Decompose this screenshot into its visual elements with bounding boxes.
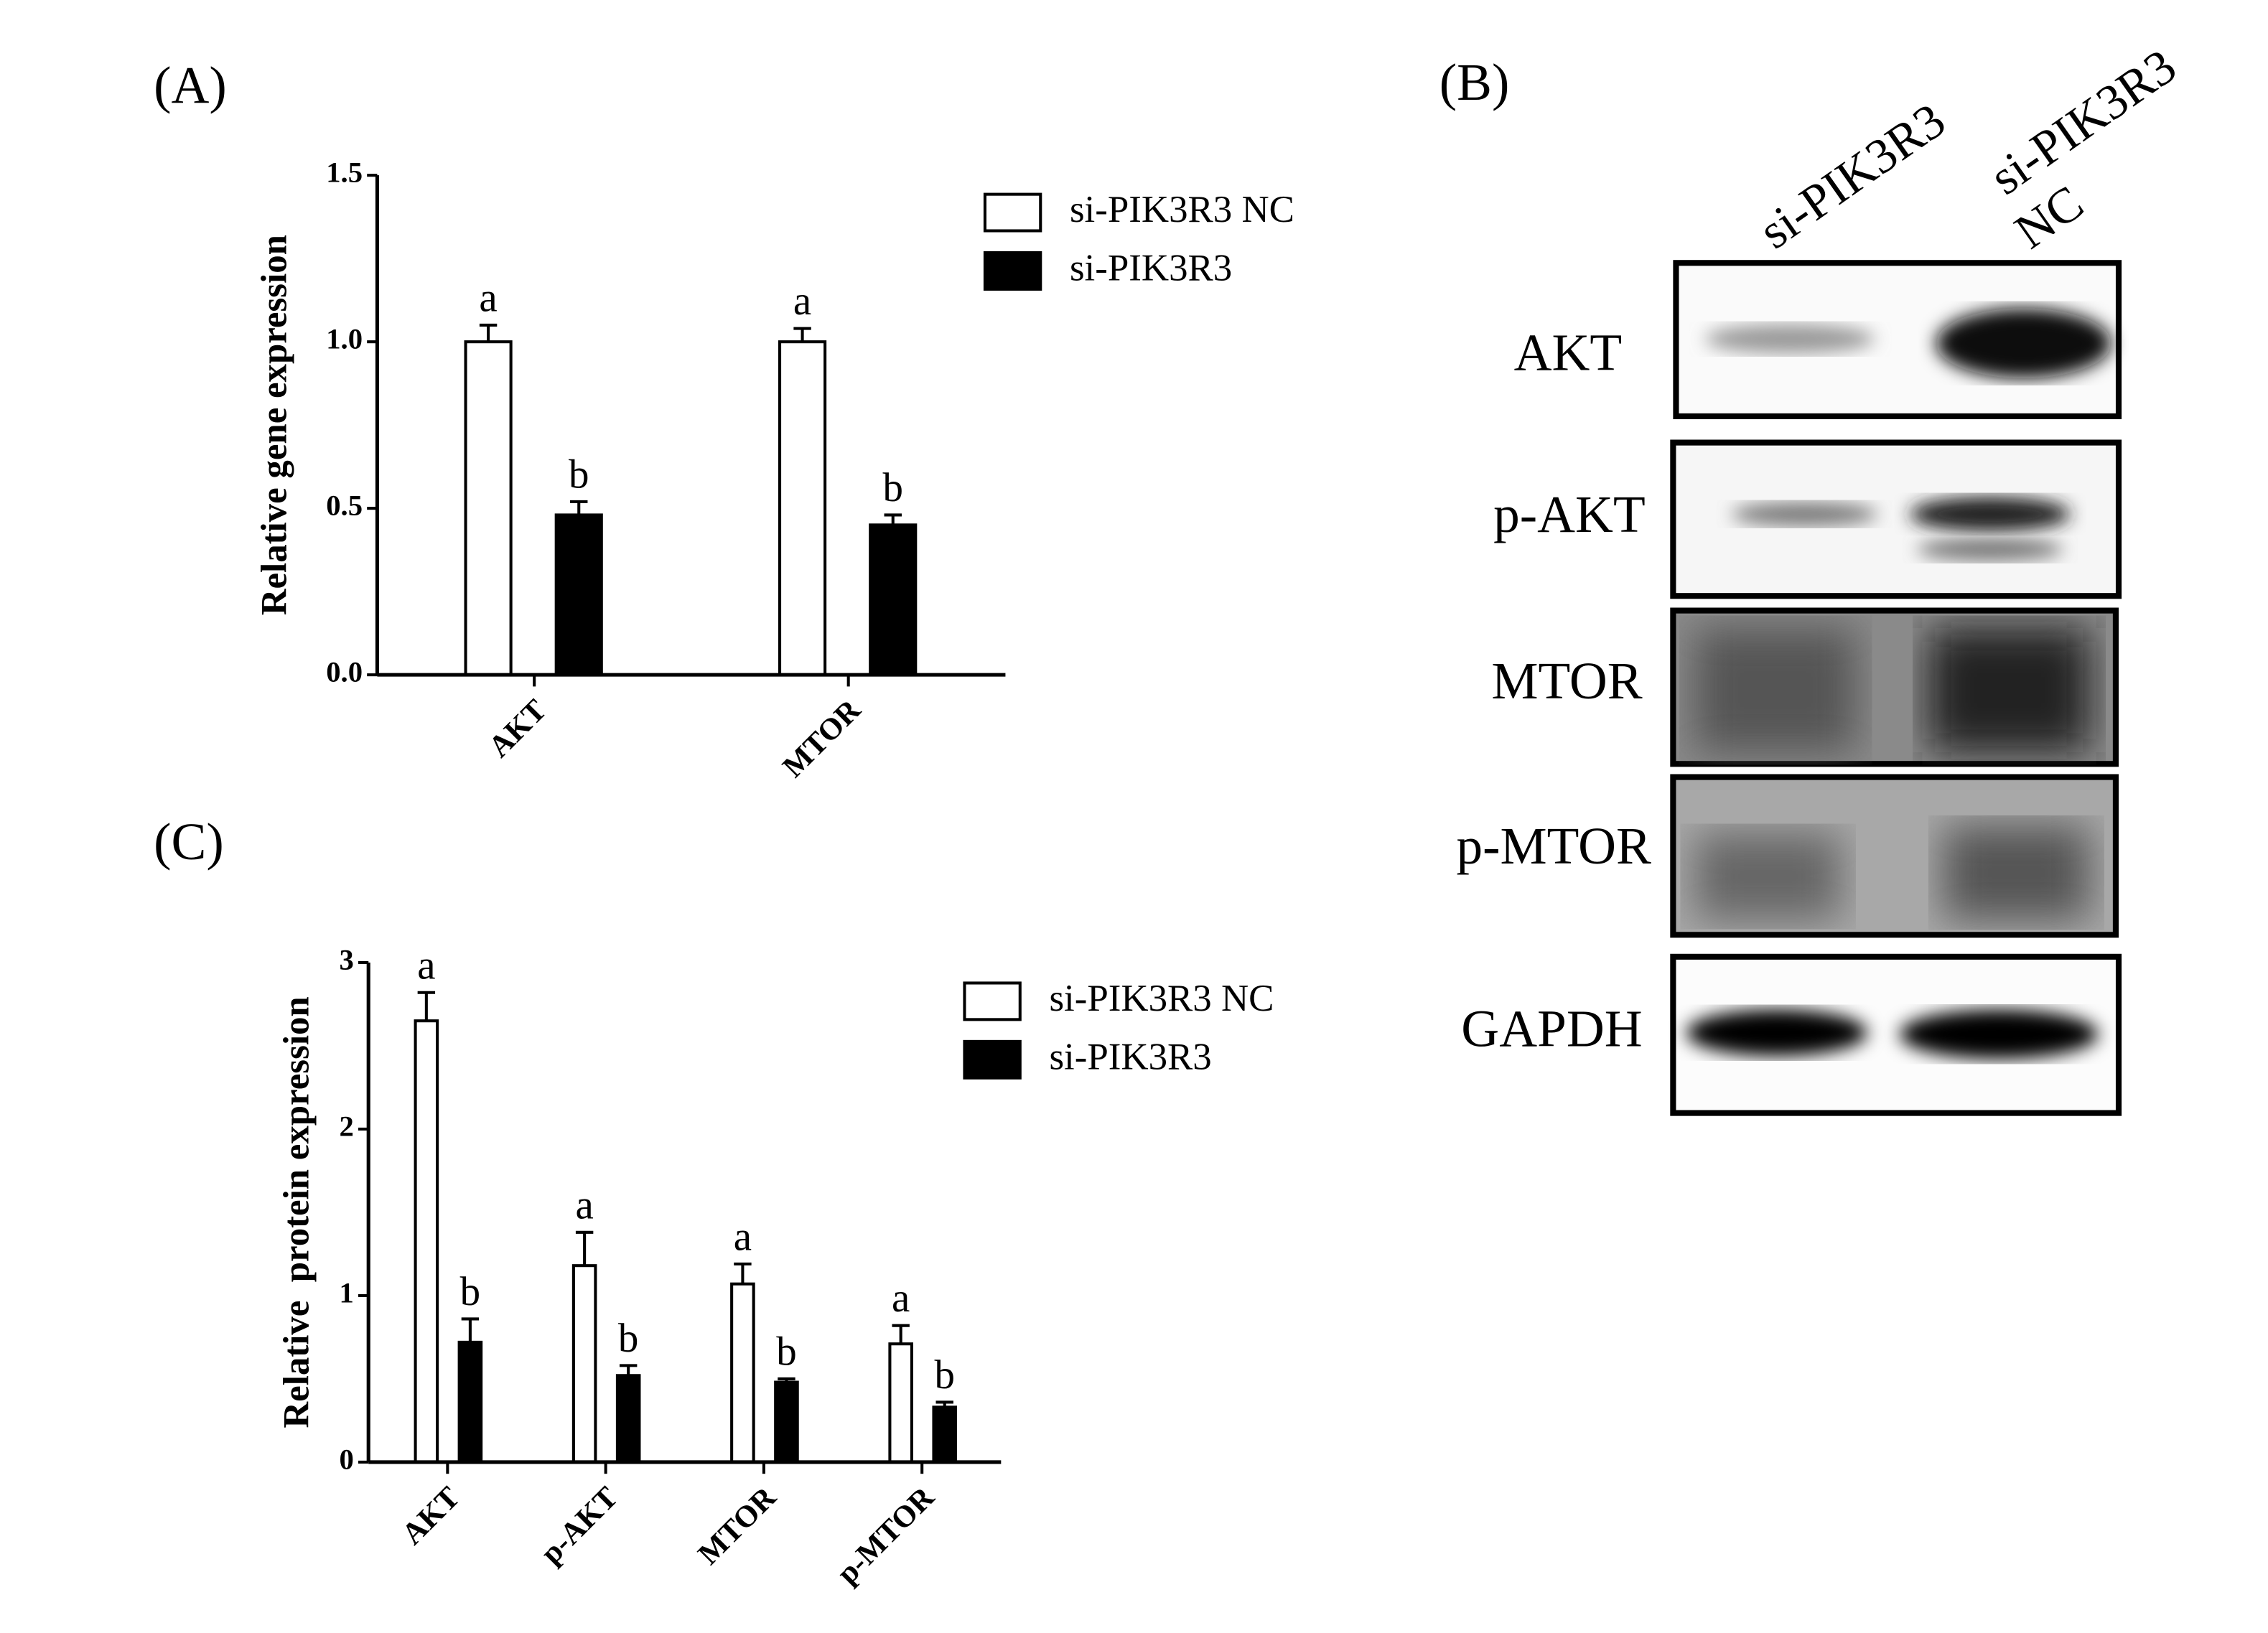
x-tick-label: p-MTOR bbox=[831, 1480, 941, 1591]
bar bbox=[888, 1342, 913, 1464]
lane-label: si-PIK3R3 bbox=[1980, 38, 2186, 205]
x-tick-label: MTOR bbox=[776, 693, 867, 784]
panel-label: (A) bbox=[154, 56, 227, 114]
y-tick-label: 2 bbox=[340, 1110, 354, 1142]
band bbox=[1928, 628, 2090, 752]
y-tick-label: 1 bbox=[340, 1276, 354, 1309]
x-tick-label: p-AKT bbox=[534, 1480, 625, 1571]
bar bbox=[778, 340, 827, 677]
blot-panel: (B) si-PIK3R3 si-PIK3R3 NC AKT p-AKT MTO… bbox=[1439, 38, 2186, 1116]
y-tick-label: 1.0 bbox=[326, 323, 363, 355]
x-tick-label: MTOR bbox=[691, 1480, 783, 1571]
legend-swatch bbox=[963, 1039, 1022, 1080]
significance-label: a bbox=[793, 279, 811, 324]
significance-label: b bbox=[883, 465, 903, 510]
band bbox=[1686, 1009, 1868, 1057]
legend-label: si-PIK3R3 bbox=[1070, 248, 1232, 289]
y-tick-label: 0.5 bbox=[326, 489, 363, 521]
y-tick-label: 0.0 bbox=[326, 655, 363, 688]
bar bbox=[571, 1264, 597, 1464]
legend-swatch bbox=[983, 192, 1042, 233]
y-axis-label: Relative protein expression bbox=[276, 996, 317, 1428]
band bbox=[1910, 496, 2071, 532]
significance-label: a bbox=[575, 1182, 593, 1227]
panel-label: (C) bbox=[154, 813, 224, 871]
legend-label: si-PIK3R3 NC bbox=[1049, 978, 1274, 1019]
significance-label: b bbox=[934, 1352, 954, 1398]
bar bbox=[869, 523, 918, 677]
row-label: p-AKT bbox=[1493, 485, 1646, 543]
y-tick-label: 0 bbox=[340, 1443, 354, 1475]
significance-label: b bbox=[776, 1329, 796, 1374]
significance-label: b bbox=[618, 1316, 638, 1361]
y-axis-label: Relative gene expression bbox=[255, 235, 295, 615]
band bbox=[1936, 308, 2111, 379]
bar bbox=[464, 340, 513, 677]
bar bbox=[457, 1340, 483, 1464]
row-label: AKT bbox=[1514, 323, 1623, 381]
bar bbox=[730, 1282, 755, 1464]
significance-label: b bbox=[569, 451, 589, 497]
band bbox=[1694, 832, 1842, 920]
significance-label: a bbox=[479, 275, 497, 320]
bar bbox=[774, 1380, 799, 1464]
y-tick-label: 1.5 bbox=[326, 156, 363, 189]
legend-label: si-PIK3R3 bbox=[1049, 1036, 1211, 1077]
x-tick-label: AKT bbox=[396, 1480, 467, 1551]
bar bbox=[932, 1405, 958, 1464]
lane-label: si-PIK3R3 bbox=[1749, 92, 1955, 259]
bar bbox=[554, 513, 603, 677]
significance-label: a bbox=[417, 942, 435, 988]
y-tick-label: 3 bbox=[340, 943, 354, 975]
band bbox=[1705, 324, 1875, 354]
legend-label: si-PIK3R3 NC bbox=[1070, 189, 1294, 230]
significance-label: a bbox=[734, 1214, 752, 1259]
row-label: GAPDH bbox=[1461, 1000, 1642, 1058]
band bbox=[1731, 502, 1878, 526]
panel-label: (B) bbox=[1439, 53, 1510, 111]
band bbox=[1694, 628, 1856, 752]
row-label: MTOR bbox=[1491, 652, 1642, 710]
x-tick-label: AKT bbox=[482, 693, 554, 764]
significance-label: b bbox=[460, 1269, 480, 1314]
significance-label: a bbox=[892, 1276, 910, 1321]
bar bbox=[615, 1374, 641, 1464]
band bbox=[1917, 537, 2063, 561]
band bbox=[1943, 825, 2090, 920]
row-label: p-MTOR bbox=[1457, 817, 1651, 875]
legend-swatch bbox=[963, 981, 1022, 1021]
band bbox=[1899, 1009, 2099, 1059]
bar bbox=[414, 1019, 439, 1464]
legend-swatch bbox=[983, 251, 1042, 291]
